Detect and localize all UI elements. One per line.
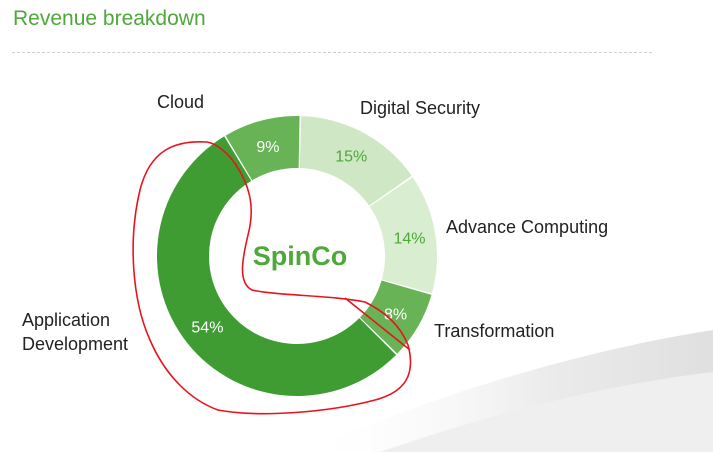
category-labels-layer: Cloud Digital Security Advance Computing Tr… (22, 92, 608, 354)
pct-label-transformation: 8% (384, 306, 407, 323)
category-label-application-development: Application Development (22, 310, 128, 354)
title-divider (12, 52, 652, 53)
page-title: Revenue breakdown (13, 7, 206, 30)
annotation-scribble (132, 140, 412, 415)
slice-application-development (157, 136, 397, 396)
chart-center-label: SpinCo (253, 241, 348, 271)
category-label-advance-computing: Advance Computing (446, 217, 608, 237)
category-label-cloud: Cloud (157, 92, 204, 112)
pct-label-application-development: 54% (191, 319, 223, 336)
category-label-transformation: Transformation (434, 321, 554, 341)
slice-cloud (225, 116, 300, 181)
pct-label-digital-security: 15% (335, 149, 367, 166)
pct-label-cloud: 9% (256, 139, 279, 156)
percent-labels-layer: 9% 15% 14% 8% 54% (191, 139, 425, 337)
slice-digital-security (299, 116, 412, 206)
slice-advance-computing (369, 177, 437, 294)
pct-label-advance-computing: 14% (393, 230, 425, 247)
slice-transformation (360, 280, 432, 354)
category-label-digital-security: Digital Security (360, 98, 480, 118)
slices-layer (157, 116, 437, 396)
